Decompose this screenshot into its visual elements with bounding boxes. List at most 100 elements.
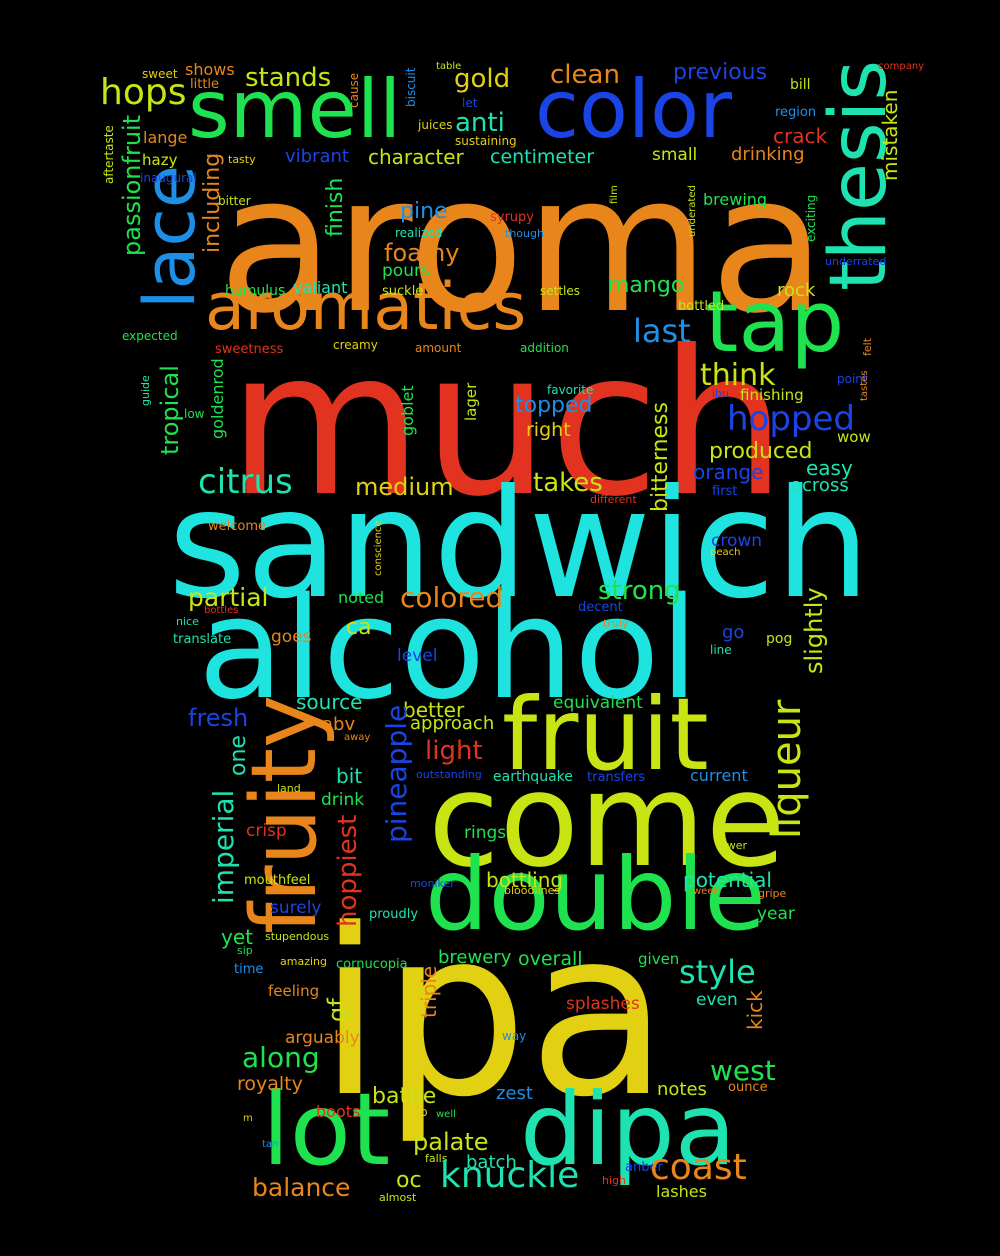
cloud-word: approach xyxy=(410,713,495,734)
cloud-word: transfers xyxy=(587,770,646,785)
cloud-word: biscuit xyxy=(404,67,418,107)
cloud-word: first xyxy=(712,484,738,499)
cloud-word: yet xyxy=(221,925,253,949)
cloud-word: knuckle xyxy=(440,1155,580,1196)
cloud-word: aromatics xyxy=(205,270,527,345)
cloud-word: sweet xyxy=(142,67,178,81)
cloud-word: last xyxy=(633,312,691,350)
cloud-word: bit xyxy=(336,764,363,788)
cloud-word: anti xyxy=(455,108,505,138)
cloud-word: clean xyxy=(550,60,620,90)
cloud-word: double xyxy=(425,836,766,953)
cloud-word: bloodlines xyxy=(504,884,561,897)
cloud-word: bottles xyxy=(204,605,239,616)
cloud-word: crisp xyxy=(246,821,287,841)
cloud-word: west xyxy=(710,1054,776,1087)
cloud-word: amount xyxy=(415,341,462,355)
cloud-word: palate xyxy=(413,1128,489,1156)
cloud-word: style xyxy=(679,953,756,991)
cloud-word: foamy xyxy=(384,239,460,267)
cloud-word: bottling xyxy=(486,868,564,892)
cloud-word: slightly xyxy=(800,587,828,674)
cloud-word: hoppiest xyxy=(333,814,363,927)
cloud-word: battle xyxy=(372,1084,437,1109)
cloud-word: rock xyxy=(777,280,816,301)
cloud-word: better xyxy=(403,698,465,722)
cloud-word: equivalent xyxy=(553,693,643,713)
cloud-word: oc xyxy=(396,1168,422,1193)
cloud-word: hazy xyxy=(142,151,178,169)
cloud-word: juices xyxy=(418,118,453,132)
cloud-word: abv xyxy=(322,714,356,735)
cloud-word: shows xyxy=(185,60,235,79)
cloud-word: triple xyxy=(417,965,441,1018)
cloud-word: amazing xyxy=(280,955,327,968)
cloud-word: settles xyxy=(540,284,581,298)
cloud-word: smell xyxy=(188,63,402,156)
cloud-word: come xyxy=(428,744,786,896)
cloud-word: overall xyxy=(518,948,583,970)
cloud-word: bill xyxy=(790,77,811,93)
cloud-word: coast xyxy=(650,1147,747,1188)
cloud-word: kick xyxy=(743,990,767,1030)
cloud-word: away xyxy=(344,732,371,743)
cloud-word: week xyxy=(693,886,720,897)
cloud-word: takes xyxy=(533,468,603,498)
cloud-word: think xyxy=(700,358,776,393)
cloud-word: humulus xyxy=(225,283,286,299)
cloud-word: truly xyxy=(603,617,629,630)
cloud-word: lashes xyxy=(656,1182,707,1201)
cloud-word: bottled xyxy=(678,299,725,314)
cloud-word: mouthfeel xyxy=(244,873,311,888)
cloud-word: strong xyxy=(598,576,681,606)
cloud-word: balance xyxy=(252,1173,351,1202)
cloud-word: lot xyxy=(262,1071,391,1188)
cloud-word: ipa xyxy=(318,881,669,1148)
cloud-word: almost xyxy=(379,1191,417,1204)
cloud-word: peach xyxy=(710,547,741,558)
cloud-word: notes xyxy=(657,1079,707,1100)
cloud-word: orange xyxy=(693,460,764,484)
cloud-word: batch xyxy=(466,1152,517,1173)
cloud-word: tropical xyxy=(156,365,184,455)
cloud-word: sip xyxy=(237,944,253,957)
cloud-word: finishing xyxy=(740,386,804,404)
cloud-word: partial xyxy=(188,583,269,612)
cloud-word: goldenrod xyxy=(208,358,227,439)
cloud-word: cause xyxy=(347,72,361,108)
cloud-word: little xyxy=(190,77,220,92)
cloud-word: drink xyxy=(321,790,365,810)
cloud-word: ibu xyxy=(712,387,730,400)
cloud-word: hopped xyxy=(727,399,856,439)
cloud-word: lager xyxy=(462,382,480,421)
cloud-word: time xyxy=(234,962,264,977)
cloud-word: m xyxy=(243,1113,253,1124)
cloud-word: year xyxy=(757,904,795,924)
cloud-word: pours xyxy=(382,261,430,281)
cloud-word: pog xyxy=(766,631,793,647)
cloud-word: anber xyxy=(625,1160,663,1175)
cloud-word: imperial xyxy=(207,789,240,904)
cloud-word: company xyxy=(878,61,925,72)
cloud-word: topped xyxy=(515,393,593,418)
cloud-word: aroma xyxy=(218,134,827,355)
cloud-word: pineapple xyxy=(380,704,413,843)
cloud-word: brewery xyxy=(438,947,512,968)
cloud-word: ounce xyxy=(728,1080,768,1095)
cloud-word: lange xyxy=(143,128,188,147)
cloud-word: right xyxy=(526,419,571,441)
cloud-word: alcohol xyxy=(198,568,699,731)
cloud-word: boots xyxy=(316,1102,361,1121)
cloud-word: mistaken xyxy=(878,89,902,181)
cloud-word: region xyxy=(775,105,817,120)
cloud-word: tap xyxy=(705,273,845,372)
cloud-word: medium xyxy=(355,473,454,501)
cloud-word: gf xyxy=(323,998,351,1022)
cloud-word: drinking xyxy=(731,144,805,165)
cloud-word: table xyxy=(436,61,462,72)
cloud-word: film xyxy=(609,185,620,204)
cloud-word: wow xyxy=(837,428,871,446)
cloud-word: exciting xyxy=(804,194,818,242)
cloud-word: point xyxy=(837,372,868,386)
